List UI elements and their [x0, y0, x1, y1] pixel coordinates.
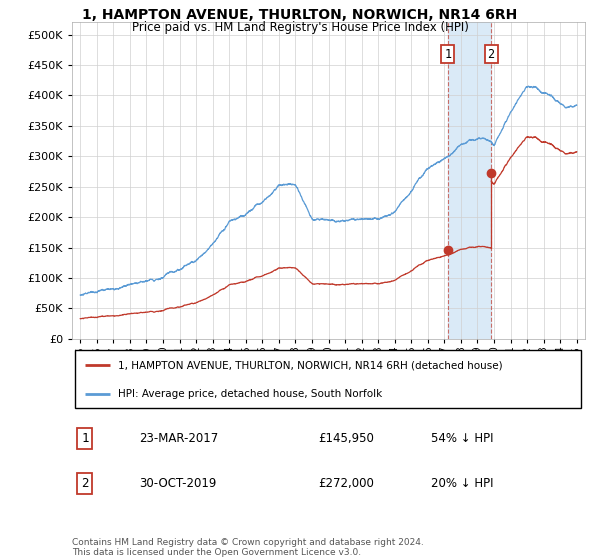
Text: £145,950: £145,950 — [318, 432, 374, 445]
Text: HPI: Average price, detached house, South Norfolk: HPI: Average price, detached house, Sout… — [118, 389, 382, 399]
Text: 2: 2 — [81, 477, 89, 490]
Text: Price paid vs. HM Land Registry's House Price Index (HPI): Price paid vs. HM Land Registry's House … — [131, 21, 469, 34]
Text: 20% ↓ HPI: 20% ↓ HPI — [431, 477, 494, 490]
Text: 1, HAMPTON AVENUE, THURLTON, NORWICH, NR14 6RH (detached house): 1, HAMPTON AVENUE, THURLTON, NORWICH, NR… — [118, 360, 503, 370]
Text: 1: 1 — [81, 432, 89, 445]
Text: 1: 1 — [445, 48, 452, 60]
Bar — [448, 22, 491, 339]
Text: £272,000: £272,000 — [318, 477, 374, 490]
Text: 23-MAR-2017: 23-MAR-2017 — [139, 432, 218, 445]
Text: 30-OCT-2019: 30-OCT-2019 — [139, 477, 216, 490]
Text: 1, HAMPTON AVENUE, THURLTON, NORWICH, NR14 6RH: 1, HAMPTON AVENUE, THURLTON, NORWICH, NR… — [82, 8, 518, 22]
Text: 2: 2 — [488, 48, 495, 60]
Text: 54% ↓ HPI: 54% ↓ HPI — [431, 432, 494, 445]
Text: Contains HM Land Registry data © Crown copyright and database right 2024.
This d: Contains HM Land Registry data © Crown c… — [72, 538, 424, 557]
